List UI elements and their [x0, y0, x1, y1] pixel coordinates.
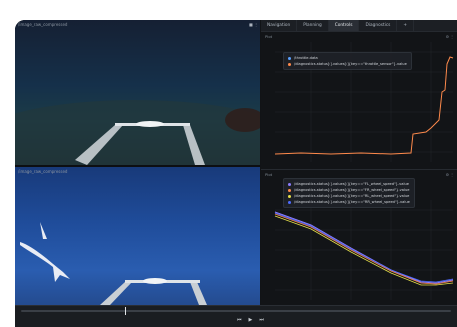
- plot-legend: /throttle.data /diagnostics.status[:].va…: [283, 52, 412, 70]
- tab-diagnostics[interactable]: Diagnostics: [359, 20, 398, 31]
- legend-entry[interactable]: /throttle.data: [288, 55, 407, 61]
- app-window: /image_raw_compressed ■ ⋮ /image_raw_com…: [15, 20, 457, 327]
- tab-planning[interactable]: Planning: [297, 20, 329, 31]
- legend-entry[interactable]: /diagnostics.status[:].values[:]{key=="R…: [288, 199, 410, 205]
- timeline-scrubber[interactable]: [21, 310, 451, 312]
- camera-topic-label: /image_raw_compressed: [18, 22, 68, 27]
- series-color-swatch: [288, 194, 291, 198]
- panel-menu-icon[interactable]: ⚙ ⋮: [445, 172, 454, 177]
- plot-panel-top[interactable]: Plot ⚙ ⋮ /throttle.data /diagnostics.sta…: [261, 31, 457, 169]
- add-tab-button[interactable]: +: [397, 20, 415, 31]
- legend-label: /diagnostics.status[:].values[:]{key=="F…: [294, 188, 410, 192]
- tab-navigation[interactable]: Navigation: [261, 20, 298, 31]
- legend-label: /diagnostics.status[:].values[:]{key=="R…: [294, 200, 410, 204]
- seek-back-icon[interactable]: ⏮: [237, 317, 242, 323]
- panel-menu-icon[interactable]: ■ ⋮: [248, 22, 258, 27]
- series-color-swatch: [288, 182, 291, 186]
- play-icon[interactable]: ▶: [248, 317, 253, 323]
- legend-entry[interactable]: /diagnostics.status[:].values[:]{key=="R…: [288, 193, 410, 199]
- tab-controls[interactable]: Controls: [328, 20, 360, 31]
- series-color-swatch: [288, 188, 291, 192]
- underwater-scene-top: [15, 100, 260, 165]
- legend-entry[interactable]: /diagnostics.status[:].values[:]{key=="F…: [288, 181, 410, 187]
- legend-entry[interactable]: /diagnostics.status[:].values[:]{key=="F…: [288, 187, 410, 193]
- camera-view-bottom[interactable]: /image_raw_compressed: [15, 167, 260, 305]
- panel-title: Plot: [265, 172, 273, 177]
- plot-column: Navigation Planning Controls Diagnostics…: [261, 20, 457, 306]
- series-color-swatch: [288, 62, 291, 66]
- plot-panel-bottom[interactable]: Plot ⚙ ⋮ /diagnostics.status[:].values[:…: [261, 169, 457, 306]
- seek-forward-icon[interactable]: ⏭: [259, 317, 264, 323]
- plot-legend: /diagnostics.status[:].values[:]{key=="F…: [283, 178, 415, 208]
- panel-title: Plot: [265, 34, 273, 39]
- playback-controls: ⏮ ▶ ⏭: [237, 317, 264, 323]
- panel-menu-icon[interactable]: ⚙ ⋮: [445, 34, 454, 39]
- underwater-scene-bottom: [20, 222, 207, 305]
- plot-area-bottom: [274, 200, 454, 300]
- series-color-swatch: [288, 56, 291, 60]
- legend-entry[interactable]: /diagnostics.status[:].values[:]{key=="t…: [288, 61, 407, 67]
- camera-column: /image_raw_compressed ■ ⋮ /image_raw_com…: [15, 20, 260, 305]
- camera-view-top[interactable]: /image_raw_compressed ■ ⋮: [15, 20, 260, 165]
- playback-bar: ⏮ ▶ ⏭: [15, 305, 457, 327]
- legend-label: /diagnostics.status[:].values[:]{key=="R…: [294, 194, 410, 198]
- playhead[interactable]: [125, 307, 126, 315]
- series-color-swatch: [288, 200, 291, 204]
- camera-topic-label: /image_raw_compressed: [18, 169, 68, 174]
- legend-label: /diagnostics.status[:].values[:]{key=="t…: [294, 62, 407, 66]
- layout-tabs: Navigation Planning Controls Diagnostics…: [261, 20, 457, 31]
- legend-label: /diagnostics.status[:].values[:]{key=="F…: [294, 182, 409, 186]
- legend-label: /throttle.data: [294, 56, 318, 60]
